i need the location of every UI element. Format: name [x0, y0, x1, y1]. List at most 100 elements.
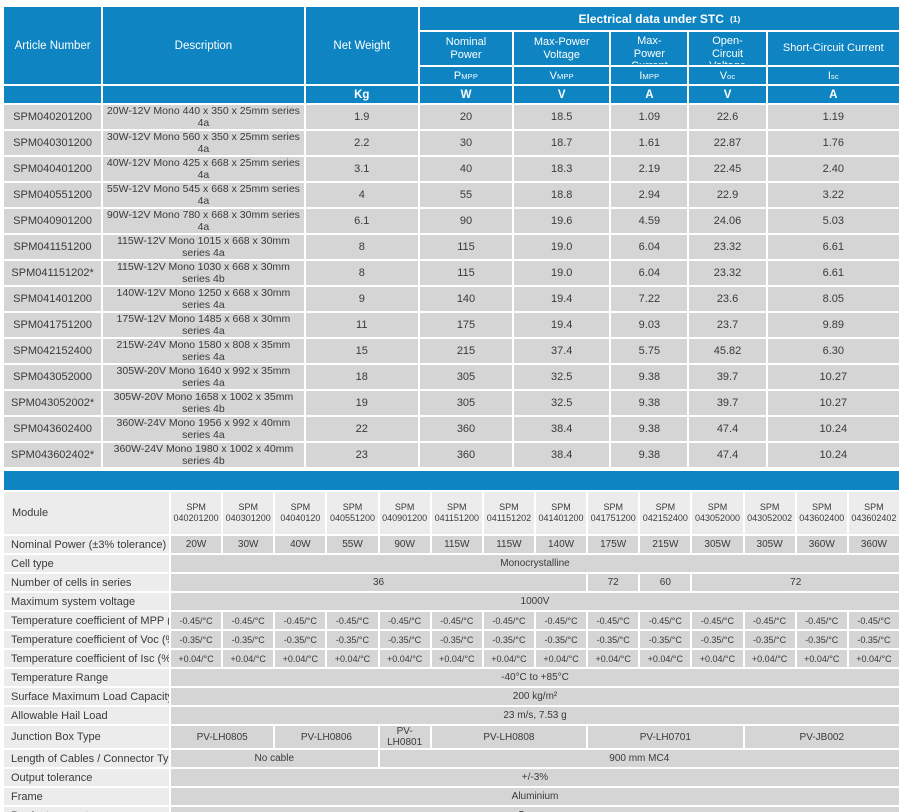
unit-cell-3: V	[689, 86, 766, 103]
units-row: Kg W V A V A	[4, 86, 899, 103]
spec-value-cell: -0.35/°C	[431, 631, 482, 648]
vmpp-cell: 19.0	[514, 261, 610, 285]
spec-row: Maximum system voltage 1000V	[4, 593, 899, 610]
description-cell: 215W-24V Mono 1580 x 808 x 35mm series 4…	[103, 339, 304, 363]
description-cell: 40W-12V Mono 425 x 668 x 25mm series 4a	[103, 157, 304, 181]
spec-value-cell: -0.35/°C	[275, 631, 326, 648]
spec-value-cell: 55W	[327, 536, 378, 553]
spec-value-cell: 900 mm MC4	[379, 750, 899, 767]
impp-cell: 6.04	[611, 261, 688, 285]
spec-row: Product warranty5 years	[4, 807, 899, 812]
spec-value-cell: -0.45/°C	[588, 612, 639, 629]
col-header-text-3: Open-Circuit Voltage	[709, 35, 746, 64]
isc-cell: 10.24	[767, 443, 899, 467]
spec-value-cell: 360W	[848, 536, 899, 553]
spec-row-label: Temperature coefficient of MPP (%)	[4, 612, 169, 629]
kg-unit-cell: Kg	[305, 86, 418, 103]
vmpp-cell: 18.8	[514, 183, 610, 207]
spec-value-cell: Monocrystalline	[171, 555, 899, 572]
spec-value-cell: PV-LH0801	[379, 726, 430, 748]
spec-value-cell: -0.35/°C	[223, 631, 274, 648]
spec-value-cell: -40°C to +85°C	[171, 669, 899, 686]
article-number-cell: SPM041151200	[4, 235, 102, 259]
module-code-line2: 041151200	[434, 513, 479, 523]
symbol-sub: MPP	[461, 71, 479, 81]
module-code-line2: 040301200	[225, 513, 271, 523]
symbol-main: V	[549, 69, 557, 82]
impp-cell: 4.59	[611, 209, 688, 233]
symbol-cell-0: PMPP	[419, 67, 513, 84]
symbol-sub: MPP	[556, 71, 574, 81]
spec-value-cell: +0.04/°C	[483, 650, 534, 667]
module-code-line1: SPM	[707, 502, 728, 512]
spec-row: Temperature coefficient of MPP (%) -0.45/…	[4, 612, 899, 629]
article-number-cell: SPM040301200	[4, 131, 102, 155]
spec-value-cell: PV-JB002	[744, 726, 899, 748]
module-code-line1: SPM	[447, 502, 467, 512]
spec-value-cell: +0.04/°C	[171, 650, 222, 667]
vmpp-cell: 38.4	[514, 417, 610, 441]
voc-cell: 22.9	[689, 183, 766, 207]
pmpp-cell: 20	[419, 105, 513, 129]
module-header-cell-6: SPM 041151202	[483, 492, 534, 534]
pmpp-cell: 90	[419, 209, 513, 233]
spec-row-label: Nominal Power (±3% tolerance)	[4, 536, 169, 553]
spec-value-cell: +/-3%	[171, 769, 899, 786]
description-header: Description	[103, 7, 304, 84]
spec-row-label: Surface Maximum Load Capacity	[4, 688, 169, 705]
isc-cell: 6.61	[767, 261, 899, 285]
impp-cell: 9.38	[611, 443, 688, 467]
pmpp-cell: 115	[419, 261, 513, 285]
table-row: SPM040301200 30W-12V Mono 560 x 350 x 25m…	[4, 131, 899, 155]
description-cell: 175W-12V Mono 1485 x 668 x 30mm series 4…	[103, 313, 304, 337]
spec-value-cell: 215W	[640, 536, 691, 553]
spec-value-cell: -0.35/°C	[171, 631, 222, 648]
module-code-line1: SPM	[186, 502, 206, 512]
symbol-sub: sc	[830, 71, 839, 81]
spec-value-cell: 90W	[379, 536, 430, 553]
vmpp-cell: 19.0	[514, 235, 610, 259]
net-weight-cell: 19	[305, 391, 418, 415]
spec-value-cell: 72	[692, 574, 899, 591]
spec-value-cell: -0.35/°C	[379, 631, 430, 648]
net-weight-cell: 3.1	[305, 157, 418, 181]
module-header-cell-0: SPM 040201200	[171, 492, 222, 534]
spec-value-cell: 200 kg/m²	[171, 688, 899, 705]
impp-cell: 2.19	[611, 157, 688, 181]
spec-value-cell: +0.04/°C	[327, 650, 378, 667]
module-code-line1: SPM	[655, 502, 676, 512]
spec-value-cell: -0.35/°C	[535, 631, 587, 648]
spec-value-cell: -0.45/°C	[171, 612, 222, 629]
spec-row-label: Cell type	[4, 555, 169, 572]
spec-value-cell: -0.45/°C	[848, 612, 899, 629]
description-cell: 30W-12V Mono 560 x 350 x 25mm series 4a	[103, 131, 304, 155]
spec-row-label: Output tolerance	[4, 769, 169, 786]
isc-cell: 5.03	[767, 209, 899, 233]
spec-value-cell: PV-LH0805	[171, 726, 274, 748]
pmpp-cell: 40	[419, 157, 513, 181]
spec-value-cell: +0.04/°C	[848, 650, 899, 667]
spec-value-cell: +0.04/°C	[640, 650, 691, 667]
spec-row-label: Frame	[4, 788, 169, 805]
spec-value-cell: 1000V	[171, 593, 899, 610]
spec-value-cell: +0.04/°C	[223, 650, 274, 667]
pmpp-cell: 305	[419, 391, 513, 415]
table-row: SPM040201200 20W-12V Mono 440 x 350 x 25m…	[4, 105, 899, 129]
module-header-row: Module SPM 040201200 SPM 040301200 SPM 040401…	[4, 492, 899, 534]
symbol-cell-3: Voc	[689, 67, 766, 84]
spec-value-cell: -0.45/°C	[275, 612, 326, 629]
vmpp-cell: 19.4	[514, 313, 610, 337]
module-header-cell-4: SPM 040901200	[379, 492, 430, 534]
pmpp-cell: 140	[419, 287, 513, 311]
spec-row-label: Junction Box Type	[4, 726, 169, 748]
voc-cell: 22.87	[689, 131, 766, 155]
spec-row: Output tolerance +/-3%	[4, 769, 899, 786]
module-code-line1: SPM	[759, 502, 780, 512]
voc-cell: 45.82	[689, 339, 766, 363]
spec-value-cell: 5 years	[171, 807, 899, 812]
net-weight-cell: 18	[305, 365, 418, 389]
net-weight-header: Net Weight	[305, 7, 418, 84]
spec-row-label: Length of Cables / Connector Type	[4, 750, 169, 767]
symbol-main: P	[453, 69, 462, 82]
spec-value-cell: 40W	[275, 536, 326, 553]
